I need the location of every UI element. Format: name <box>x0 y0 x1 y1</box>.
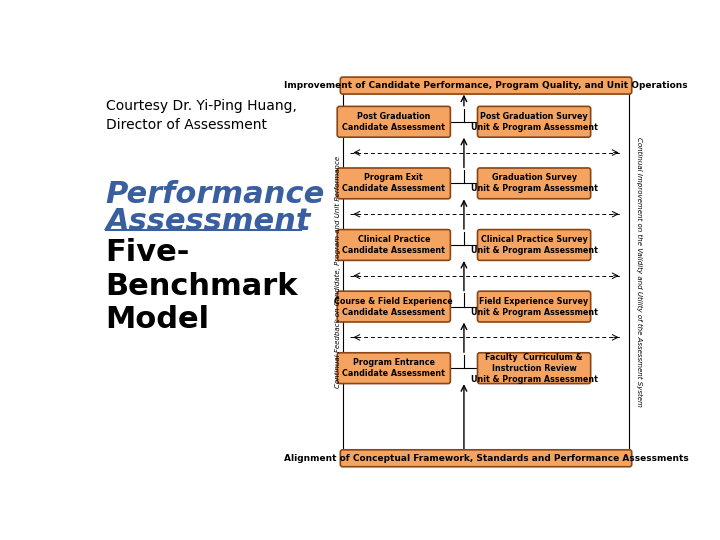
Text: Program Exit
Candidate Assessment: Program Exit Candidate Assessment <box>343 173 445 193</box>
Text: Improvement of Candidate Performance, Program Quality, and Unit Operations: Improvement of Candidate Performance, Pr… <box>284 81 688 90</box>
FancyBboxPatch shape <box>477 106 590 137</box>
Text: Field Experience Survey
Unit & Program Assessment: Field Experience Survey Unit & Program A… <box>471 296 598 316</box>
FancyBboxPatch shape <box>337 291 451 322</box>
Text: Continual Feedback on Candidate, Program and Unit Performance: Continual Feedback on Candidate, Program… <box>335 156 341 388</box>
Text: Performance: Performance <box>106 180 325 210</box>
FancyBboxPatch shape <box>477 291 590 322</box>
Text: Graduation Survey
Unit & Program Assessment: Graduation Survey Unit & Program Assessm… <box>471 173 598 193</box>
FancyBboxPatch shape <box>477 353 590 383</box>
Text: Post Graduation Survey
Unit & Program Assessment: Post Graduation Survey Unit & Program As… <box>471 112 598 132</box>
FancyBboxPatch shape <box>341 77 631 94</box>
Text: Continual Improvement on the Validity and Utility of the Assessment System: Continual Improvement on the Validity an… <box>636 137 642 407</box>
Text: Course & Field Experience
Candidate Assessment: Course & Field Experience Candidate Asse… <box>334 296 453 316</box>
Text: Five-
Benchmark
Model: Five- Benchmark Model <box>106 238 298 334</box>
Text: Assessment: Assessment <box>106 207 311 237</box>
Text: Alignment of Conceptual Framework, Standards and Performance Assessments: Alignment of Conceptual Framework, Stand… <box>284 454 688 463</box>
FancyBboxPatch shape <box>477 230 590 260</box>
Text: Faculty  Curriculum &
Instruction Review
Unit & Program Assessment: Faculty Curriculum & Instruction Review … <box>471 353 598 384</box>
Text: Courtesy Dr. Yi-Ping Huang,
Director of Assessment: Courtesy Dr. Yi-Ping Huang, Director of … <box>106 99 297 132</box>
Text: Program Entrance
Candidate Assessment: Program Entrance Candidate Assessment <box>343 358 445 378</box>
FancyBboxPatch shape <box>477 168 590 199</box>
FancyBboxPatch shape <box>341 450 631 467</box>
FancyBboxPatch shape <box>337 168 451 199</box>
FancyBboxPatch shape <box>337 230 451 260</box>
Text: Post Graduation
Candidate Assessment: Post Graduation Candidate Assessment <box>343 112 445 132</box>
FancyBboxPatch shape <box>337 106 451 137</box>
Text: Clinical Practice
Candidate Assessment: Clinical Practice Candidate Assessment <box>343 235 445 255</box>
Text: Clinical Practice Survey
Unit & Program Assessment: Clinical Practice Survey Unit & Program … <box>471 235 598 255</box>
FancyBboxPatch shape <box>337 353 451 383</box>
